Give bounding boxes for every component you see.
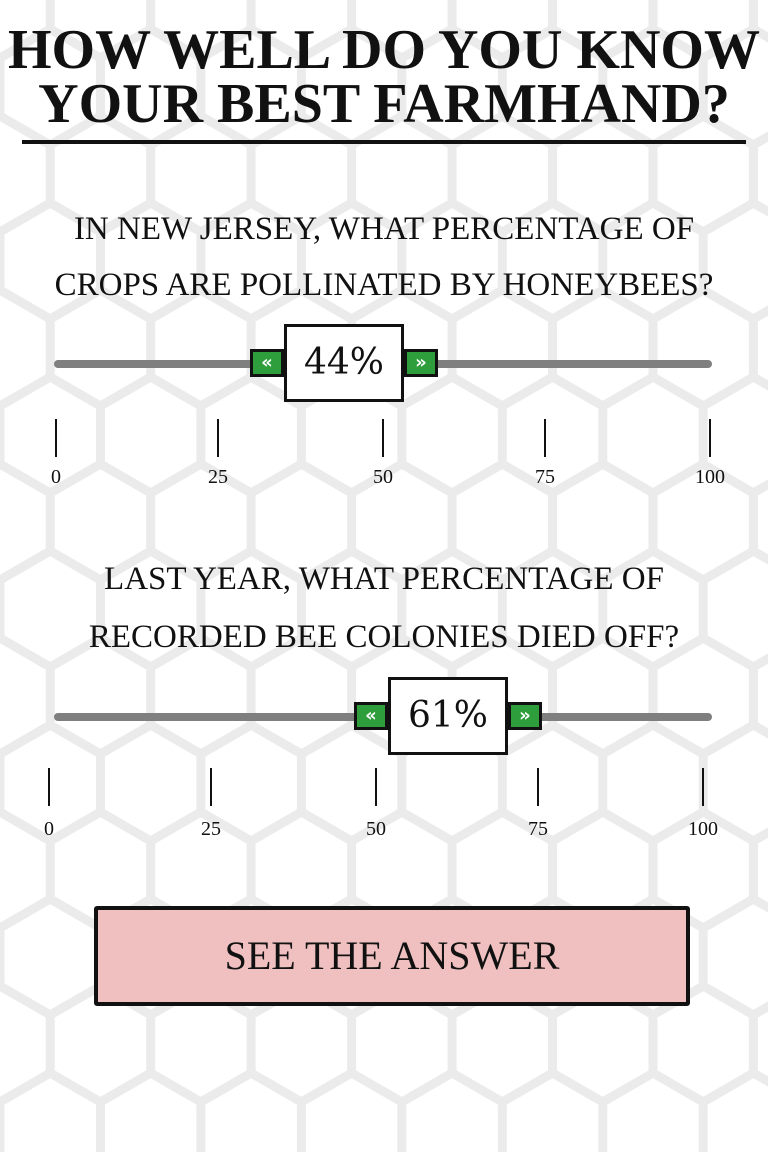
slider-tick-label: 100 xyxy=(688,818,718,840)
slider-tick-label: 25 xyxy=(201,818,221,840)
question-1-line-1: IN NEW JERSEY, WHAT PERCENTAGE OF xyxy=(73,211,695,247)
slider-tick-label: 100 xyxy=(695,466,725,488)
slider-tick-100 xyxy=(702,768,704,806)
page-title-line-1: HOW WELL DO YOU KNOW xyxy=(8,19,760,81)
slider-value-display[interactable]: 44% xyxy=(284,324,404,402)
slider-tick-label: 0 xyxy=(44,818,54,840)
double-chevron-right-icon[interactable]: » xyxy=(508,702,542,730)
double-chevron-left-icon[interactable]: « xyxy=(354,702,388,730)
slider-handle[interactable]: « 61% » xyxy=(354,677,542,755)
slider-tick-label: 75 xyxy=(535,466,555,488)
double-chevron-right-icon[interactable]: » xyxy=(404,349,438,377)
question-2-line-2: RECORDED BEE COLONIES DIED OFF? xyxy=(88,619,680,655)
question-1-slider[interactable]: 0 25 50 75 100 « 44% » xyxy=(0,324,768,488)
page-title-line-2: YOUR BEST FARMHAND? xyxy=(38,73,730,135)
slider-tick-100 xyxy=(709,419,711,457)
slider-tick-label: 50 xyxy=(366,818,386,840)
question-2-slider[interactable]: 0 25 50 75 100 « 61% » xyxy=(0,677,768,840)
slider-tick-75 xyxy=(537,768,539,806)
title-divider xyxy=(22,140,746,144)
see-the-answer-button[interactable]: SEE THE ANSWER xyxy=(94,906,690,1006)
slider-tick-label: 75 xyxy=(528,818,548,840)
slider-tick-25 xyxy=(210,768,212,806)
question-2-line-1: LAST YEAR, WHAT PERCENTAGE OF xyxy=(104,561,664,597)
question-1-line-2: CROPS ARE POLLINATED BY HONEYBEES? xyxy=(54,267,714,303)
slider-tick-50 xyxy=(382,419,384,457)
double-chevron-left-icon[interactable]: « xyxy=(250,349,284,377)
slider-tick-50 xyxy=(375,768,377,806)
slider-tick-25 xyxy=(217,419,219,457)
slider-tick-label: 25 xyxy=(208,466,228,488)
slider-handle[interactable]: « 44% » xyxy=(250,324,438,402)
slider-tick-label: 0 xyxy=(51,466,61,488)
slider-tick-75 xyxy=(544,419,546,457)
slider-tick-0 xyxy=(48,768,50,806)
slider-value-display[interactable]: 61% xyxy=(388,677,508,755)
slider-tick-0 xyxy=(55,419,57,457)
slider-tick-label: 50 xyxy=(373,466,393,488)
